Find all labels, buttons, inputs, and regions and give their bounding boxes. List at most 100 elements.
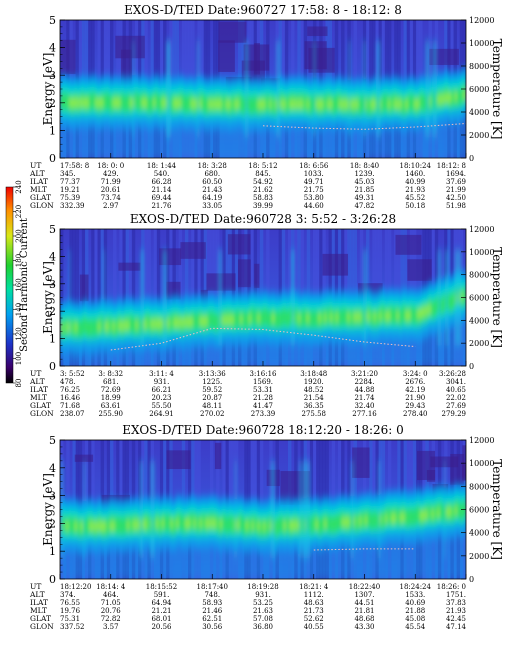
row-value: 18: 5:12	[248, 162, 277, 170]
row-value: 47.14	[446, 623, 467, 631]
row-value: 53.80	[304, 194, 324, 202]
colorbar-tick-label: 200	[15, 229, 23, 242]
row-value: 43.30	[354, 623, 374, 631]
row-value: 42.50	[446, 194, 466, 202]
row-value: 18: 0: 0	[97, 162, 124, 170]
row-value: 42.45	[446, 615, 466, 623]
row-value: 1460.	[405, 170, 425, 178]
temperature-trace	[313, 548, 416, 551]
temperature-trace	[110, 327, 416, 351]
row-value: 27.69	[446, 402, 466, 410]
y2-tick-label: 6000	[469, 85, 489, 94]
y-axis-label: Energy [eV]	[41, 261, 55, 334]
row-value: 77.37	[60, 178, 80, 186]
row-label: ALT	[29, 590, 45, 599]
row-value: 591.	[154, 591, 170, 599]
row-value: 680.	[204, 170, 220, 178]
row-value: 18: 6:56	[299, 162, 329, 170]
row-value: 540.	[154, 170, 170, 178]
row-value: 275.58	[302, 410, 327, 418]
row-label: ILAT	[30, 385, 48, 394]
row-value: 21.93	[405, 186, 425, 194]
row-label: GLON	[30, 409, 54, 418]
row-value: 2.97	[103, 202, 119, 210]
y-tick-label: 5	[49, 223, 56, 236]
row-value: 19.21	[60, 186, 80, 194]
row-value: 44.60	[304, 202, 324, 210]
y2-tick-label: 10000	[469, 39, 494, 48]
y-tick-label: 2	[49, 97, 56, 110]
colorbar-tick-label: 160	[15, 278, 23, 291]
row-label: MLT	[30, 185, 47, 194]
row-label: GLON	[30, 201, 54, 210]
row-value: 681.	[103, 378, 119, 386]
row-value: 30.56	[202, 623, 223, 631]
row-value: 2676.	[405, 378, 425, 386]
panel-2: EXOS-D/TED Date:960728 3: 5:52 - 3:26:28…	[29, 212, 504, 418]
y2-tick-label: 0	[469, 154, 474, 163]
row-value: 72.82	[101, 615, 121, 623]
row-value: 264.91	[149, 410, 174, 418]
row-value: 18:24:24	[400, 583, 432, 591]
y2-tick-label: 12000	[469, 225, 494, 234]
y-tick-label: 1	[49, 333, 56, 346]
y-tick-label: 1	[49, 124, 56, 137]
row-value: 39.99	[253, 202, 273, 210]
row-value: 48.63	[304, 599, 324, 607]
row-value: 73.74	[101, 194, 122, 202]
y2-tick-label: 8000	[469, 62, 489, 71]
row-value: 75.31	[60, 615, 80, 623]
row-value: 18:12: 8	[437, 162, 466, 170]
y-axis-label: Energy [eV]	[41, 53, 55, 126]
row-value: 3:21:20	[351, 370, 378, 378]
row-value: 1239.	[354, 170, 374, 178]
row-label: ALT	[29, 169, 45, 178]
panel-3: EXOS-D/TED Date:960728 18:12:20 - 18:26:…	[29, 423, 504, 631]
row-value: 48.11	[202, 402, 222, 410]
row-value: 1694.	[446, 170, 466, 178]
row-value: 59.52	[202, 386, 222, 394]
row-value: 71.05	[101, 599, 121, 607]
row-value: 3:18:48	[300, 370, 327, 378]
row-value: 57.08	[253, 615, 273, 623]
row-value: 68.01	[151, 615, 171, 623]
y-tick-label: 0	[49, 360, 56, 373]
row-value: 21.14	[151, 186, 172, 194]
row-label: GLAT	[30, 193, 51, 202]
colorbar-scale	[5, 186, 14, 384]
row-value: 66.28	[151, 178, 171, 186]
row-value: 58.83	[253, 194, 273, 202]
y-axis-label: Energy [eV]	[41, 473, 55, 546]
row-value: 45.08	[405, 615, 425, 623]
row-value: 18:15:52	[146, 583, 177, 591]
row-value: 76.25	[60, 386, 80, 394]
row-value: 3041.	[446, 378, 466, 386]
row-value: 36.35	[304, 402, 324, 410]
row-value: 21.75	[304, 186, 324, 194]
y-tick-label: 2	[49, 517, 56, 530]
row-label: UT	[30, 161, 41, 170]
row-value: 41.47	[253, 402, 273, 410]
y-tick-label: 1	[49, 545, 56, 558]
row-value: 44.88	[354, 386, 374, 394]
row-value: 50.18	[405, 202, 425, 210]
row-value: 21.99	[446, 186, 466, 194]
row-label: GLAT	[30, 401, 51, 410]
row-value: 60.50	[202, 178, 222, 186]
row-value: 36.80	[253, 623, 273, 631]
row-value: 3:26:28	[439, 370, 466, 378]
y-tick-label: 5	[49, 14, 56, 27]
row-value: 22.02	[446, 394, 466, 402]
colorbar: 80 100 120 140 160 180 200 220 240 Second Harmon…	[5, 180, 30, 387]
row-value: 72.69	[101, 386, 121, 394]
row-value: 18:26: 0	[437, 583, 466, 591]
row-value: 40.99	[405, 178, 425, 186]
row-value: 18:17:40	[197, 583, 228, 591]
row-value: 21.74	[354, 394, 375, 402]
row-value: 64.19	[202, 194, 222, 202]
row-value: 18:21: 4	[299, 583, 329, 591]
y2-tick-label: 2000	[469, 131, 489, 140]
row-value: 3:24: 0	[403, 370, 428, 378]
row-value: 18: 1:44	[147, 162, 177, 170]
panel-1: EXOS-D/TED Date:960727 17:58: 8 - 18:12:…	[29, 3, 504, 210]
